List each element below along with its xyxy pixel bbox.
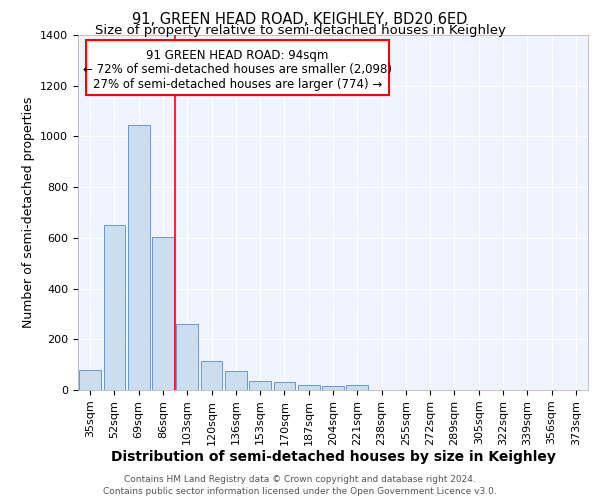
Bar [298,385,320,390]
Bar [79,370,101,390]
Text: Contains HM Land Registry data © Crown copyright and database right 2024.
Contai: Contains HM Land Registry data © Crown c… [103,474,497,496]
Text: 91, GREEN HEAD ROAD, KEIGHLEY, BD20 6ED: 91, GREEN HEAD ROAD, KEIGHLEY, BD20 6ED [133,12,467,28]
Bar [128,125,149,390]
Y-axis label: Number of semi-detached properties: Number of semi-detached properties [22,97,35,328]
Bar [274,382,295,390]
Bar [200,361,223,390]
Bar [346,385,368,390]
Bar [104,225,125,390]
Text: ← 72% of semi-detached houses are smaller (2,098): ← 72% of semi-detached houses are smalle… [83,64,392,76]
Bar [322,386,344,390]
Text: 27% of semi-detached houses are larger (774) →: 27% of semi-detached houses are larger (… [93,78,382,90]
Bar [176,324,198,390]
Bar [152,236,174,390]
Bar [249,381,271,390]
Text: 91 GREEN HEAD ROAD: 94sqm: 91 GREEN HEAD ROAD: 94sqm [146,49,329,62]
X-axis label: Distribution of semi-detached houses by size in Keighley: Distribution of semi-detached houses by … [110,450,556,464]
Text: Size of property relative to semi-detached houses in Keighley: Size of property relative to semi-detach… [95,24,505,37]
Bar [86,40,389,96]
Bar [225,371,247,390]
